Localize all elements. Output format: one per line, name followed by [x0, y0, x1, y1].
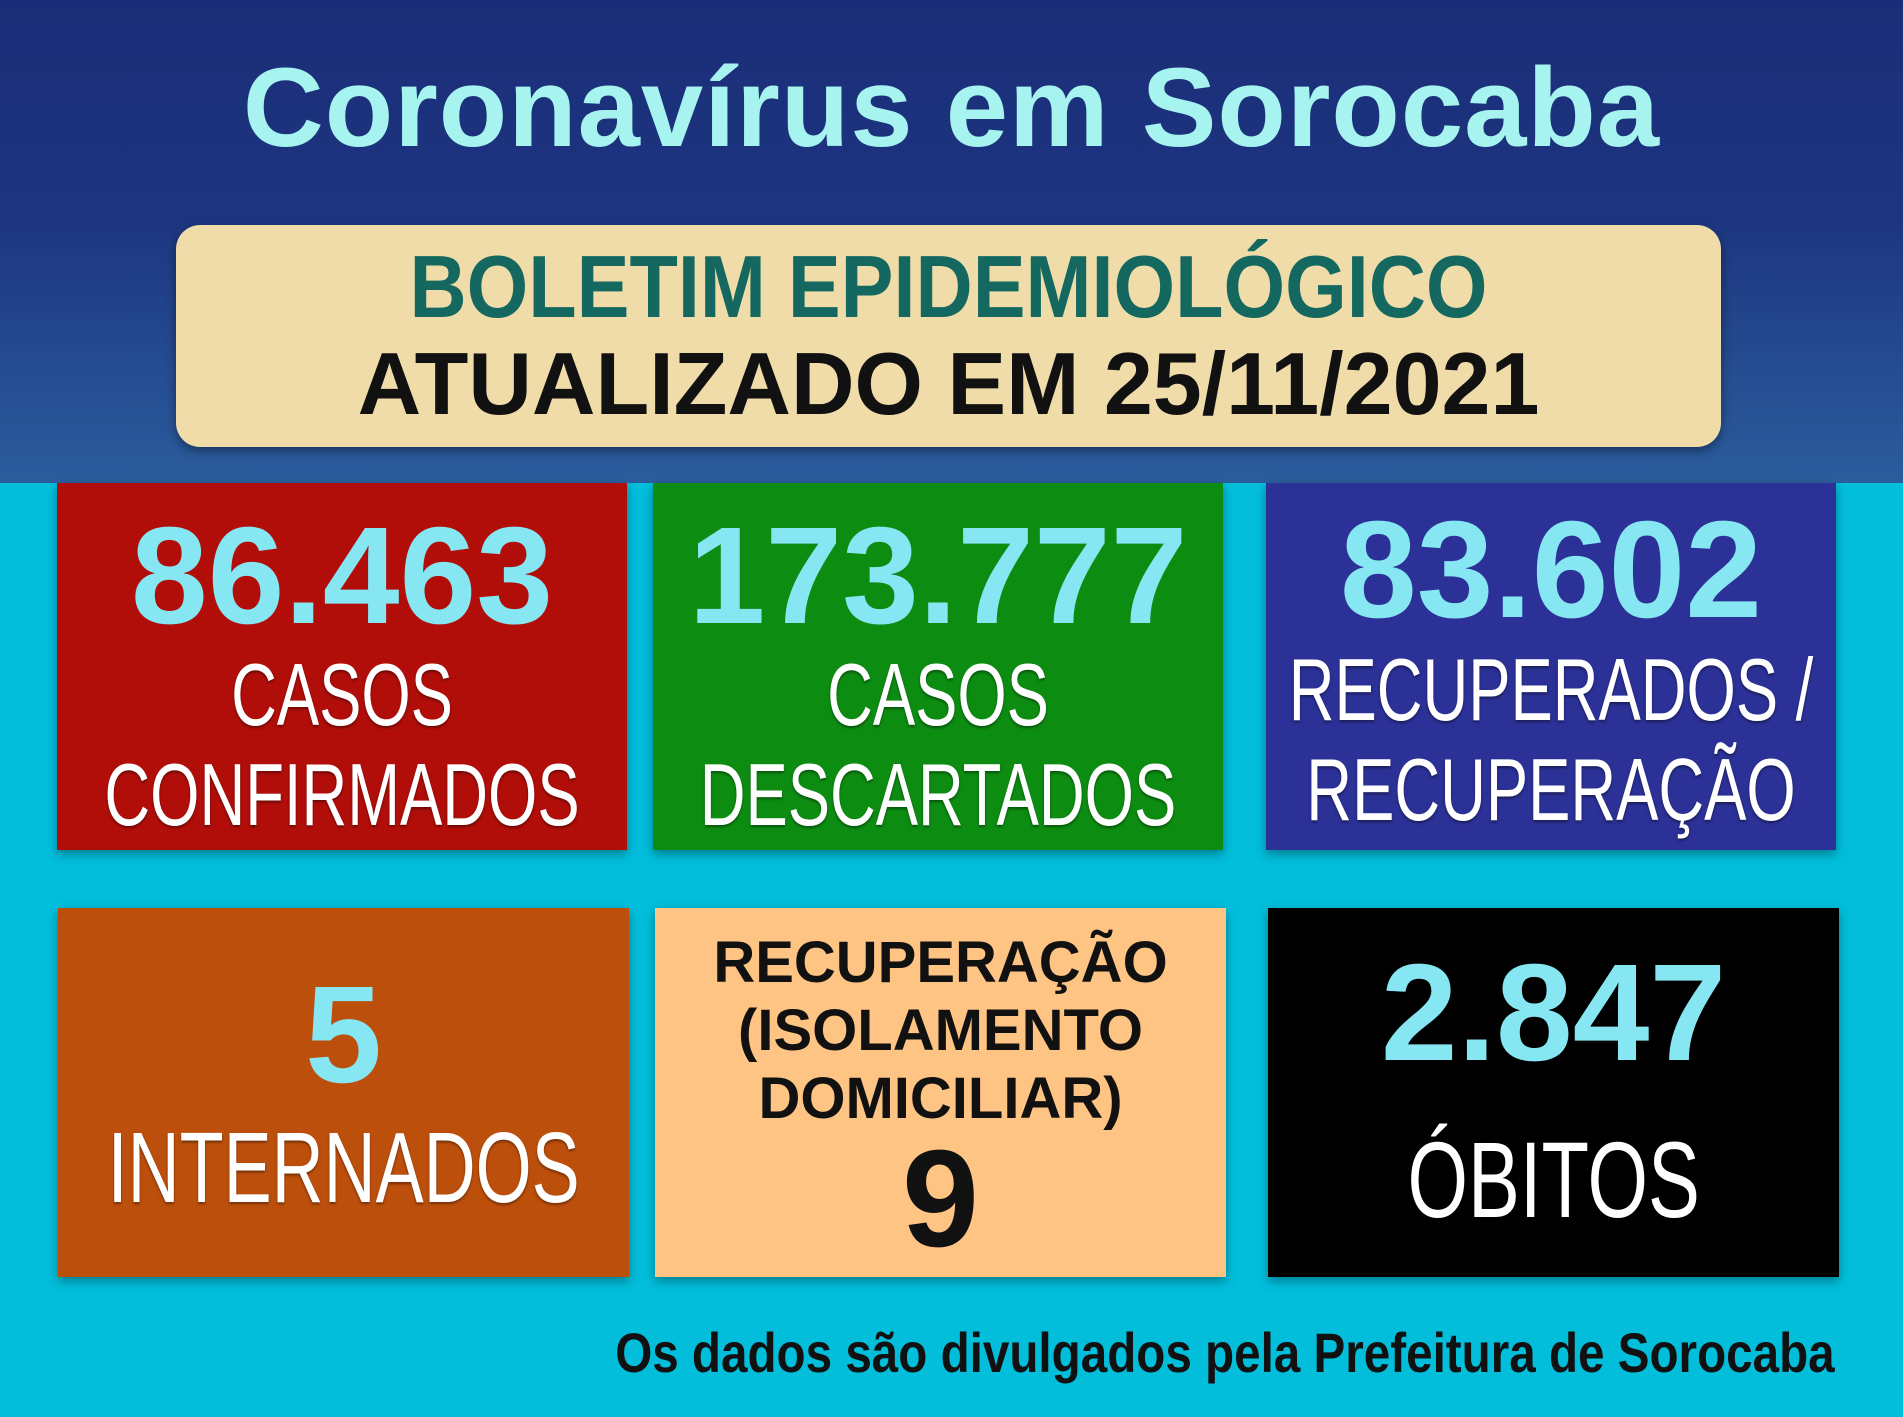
card-confirmed-cases: 86.463 CASOS CONFIRMADOS [57, 483, 627, 850]
card-label: RECUPERAÇÃO [1306, 740, 1796, 839]
card-label: CONFIRMADOS [104, 745, 580, 844]
bulletin-heading: BOLETIM EPIDEMIOLÓGICO [409, 237, 1488, 336]
card-label: ÓBITOS [1407, 1119, 1700, 1240]
card-home-isolation: RECUPERAÇÃO (ISOLAMENTO DOMICILIAR) 9 [655, 908, 1226, 1277]
card-label: (ISOLAMENTO [738, 998, 1143, 1063]
card-recovered: 83.602 RECUPERADOS / RECUPERAÇÃO [1266, 483, 1836, 850]
source-note: Os dados são divulgados pela Prefeitura … [615, 1321, 1835, 1384]
card-label: DOMICILIAR) [758, 1066, 1123, 1131]
bulletin-updated-date: ATUALIZADO EM 25/11/2021 [357, 334, 1540, 433]
card-value: 5 [305, 958, 382, 1112]
card-value: 83.602 [1339, 493, 1763, 647]
card-value: 9 [902, 1122, 979, 1276]
card-deaths: 2.847 ÓBITOS [1268, 908, 1839, 1277]
card-label: RECUPERAÇÃO [713, 930, 1168, 995]
card-label: DESCARTADOS [699, 745, 1177, 844]
card-value: 2.847 [1380, 936, 1727, 1090]
card-hospitalized: 5 INTERNADOS [58, 908, 629, 1277]
page-title: Coronavírus em Sorocaba [242, 45, 1661, 170]
card-value: 86.463 [130, 499, 554, 653]
card-value: 173.777 [688, 499, 1188, 653]
bulletin-banner: BOLETIM EPIDEMIOLÓGICO ATUALIZADO EM 25/… [176, 225, 1721, 447]
card-label: INTERNADOS [107, 1112, 580, 1224]
card-label: CASOS [231, 645, 453, 744]
card-label: CASOS [827, 645, 1049, 744]
card-label: RECUPERADOS / [1288, 640, 1814, 739]
card-discarded-cases: 173.777 CASOS DESCARTADOS [653, 483, 1223, 850]
